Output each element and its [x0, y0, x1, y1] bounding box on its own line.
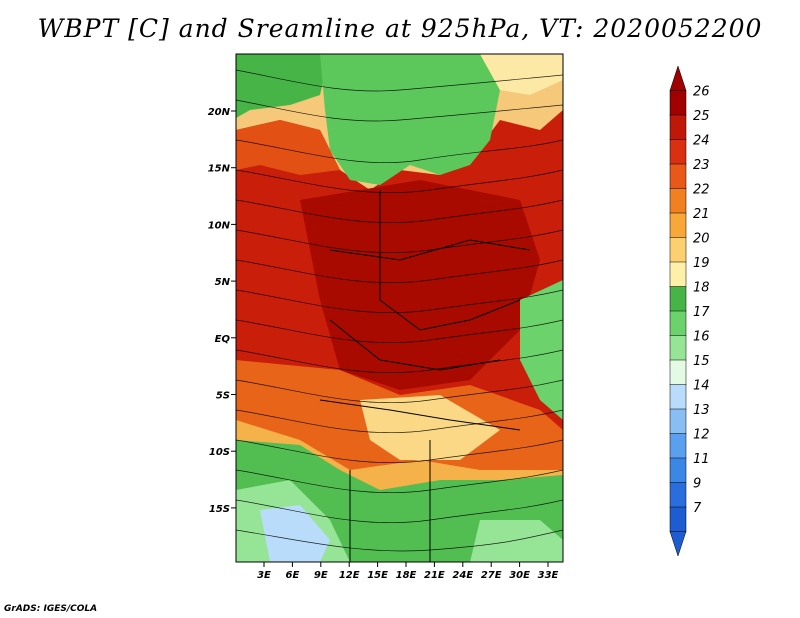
- colorbar-label: 9: [693, 477, 701, 492]
- map-title: WBPT [C] and Sreamline at 925hPa, VT: 20…: [37, 14, 763, 43]
- colorbar-segment: [669, 163, 687, 190]
- colorbar-label: 22: [693, 183, 710, 198]
- colorbar-segment: [669, 139, 687, 165]
- lon-label: 30E: [509, 570, 530, 581]
- colorbar-label: 19: [693, 256, 710, 271]
- lat-label: 10N: [208, 220, 231, 231]
- colorbar-segment: [669, 114, 687, 141]
- colorbar-label: 14: [693, 379, 710, 394]
- streamlines: [236, 69, 563, 552]
- map-frame: [235, 53, 564, 563]
- colorbar-segment: [669, 384, 687, 410]
- lat-label: 5S: [216, 391, 230, 402]
- colorbar-label: 18: [693, 281, 710, 296]
- colorbar-segment: [669, 188, 687, 214]
- lon-label: 24E: [452, 570, 473, 581]
- colorbar-segment: [669, 506, 687, 533]
- colorbar-label: 25: [693, 109, 710, 124]
- colorbar-segment: [669, 359, 687, 386]
- colorbar: 26 25 24 23 22 21 20 19 18 17 16 15 14 13 12 11 9 7: [669, 65, 710, 557]
- lon-label: 6E: [286, 570, 300, 581]
- longitude-axis: 3E 6E 9E 12E 15E 18E 21E 24E 27E 30E 33E: [257, 562, 559, 581]
- colorbar-label: 26: [693, 85, 710, 100]
- colorbar-top-arrow: [669, 65, 687, 91]
- lon-label: 12E: [339, 570, 360, 581]
- colorbar-segment: [669, 310, 687, 337]
- colorbar-segment: [669, 482, 687, 508]
- lon-label: 18E: [396, 570, 417, 581]
- lat-label: 5N: [215, 277, 231, 288]
- country-borders: [319, 190, 531, 562]
- colorbar-segment: [669, 261, 687, 288]
- colorbar-label: 20: [693, 232, 710, 247]
- colorbar-label: 11: [693, 452, 710, 467]
- lat-label: 10S: [209, 447, 230, 458]
- colorbar-segment: [669, 237, 687, 263]
- colorbar-label: 13: [693, 403, 710, 418]
- colorbar-bottom-arrow: [669, 531, 687, 557]
- lon-label: 3E: [257, 570, 271, 581]
- colorbar-label: 15: [693, 354, 710, 369]
- lon-label: 15E: [367, 570, 388, 581]
- lon-label: 33E: [538, 570, 559, 581]
- colorbar-label: 17: [693, 305, 710, 320]
- colorbar-label: 23: [693, 158, 710, 173]
- colorbar-segment: [669, 433, 687, 459]
- wbpt-field: [236, 54, 563, 562]
- colorbar-label: 24: [693, 134, 710, 149]
- colorbar-segment: [669, 90, 687, 116]
- colorbar-segment: [669, 457, 687, 484]
- lat-label: EQ: [215, 334, 231, 345]
- lon-label: 27E: [481, 570, 502, 581]
- colorbar-segment: [669, 212, 687, 239]
- lon-label: 21E: [424, 570, 445, 581]
- colorbar-segment: [669, 286, 687, 312]
- colorbar-label: 7: [693, 501, 702, 516]
- lon-label: 9E: [314, 570, 328, 581]
- grads-credit: GrADS: IGES/COLA: [4, 604, 98, 614]
- colorbar-label: 21: [693, 207, 710, 222]
- lat-label: 15S: [209, 504, 230, 515]
- colorbar-label: 16: [693, 330, 710, 345]
- latitude-axis: 20N 15N 10N 5N EQ 5S 10S 15S: [208, 107, 236, 515]
- colorbar-segment: [669, 335, 687, 361]
- lat-label: 15N: [208, 164, 231, 175]
- colorbar-label: 12: [693, 428, 710, 443]
- lat-label: 20N: [208, 107, 231, 118]
- colorbar-segment: [669, 408, 687, 435]
